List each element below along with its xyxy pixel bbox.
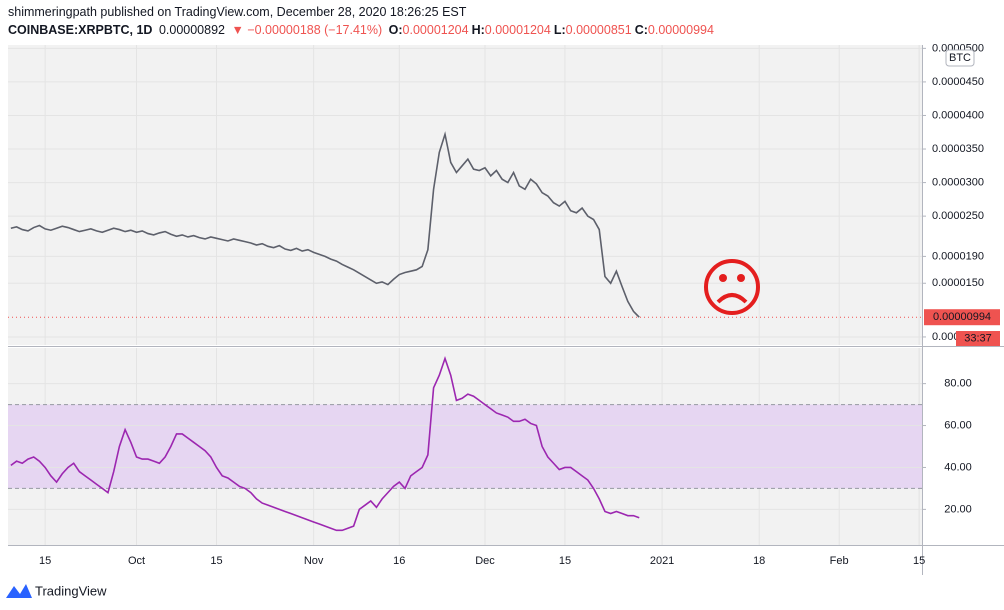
publisher-line: shimmeringpath published on TradingView.… xyxy=(8,5,469,19)
ohlc-label: L: xyxy=(553,23,566,37)
countdown-badge xyxy=(956,331,1000,346)
last-price-badge xyxy=(924,309,1000,326)
x-tick-label: 2021 xyxy=(650,555,674,567)
rsi-band xyxy=(8,404,922,489)
y-tick-label: 0.0000300 xyxy=(932,176,984,188)
ohlc-value: 0.00000851 xyxy=(565,23,632,37)
x-tick-label: 15 xyxy=(559,555,571,567)
y-tick-label: 0.0000190 xyxy=(932,250,984,262)
symbol: COINBASE:XRPBTC, 1D xyxy=(8,23,153,37)
y-tick-label: 40.00 xyxy=(944,461,972,473)
ohlc-value: 0.00001204 xyxy=(402,23,469,37)
change: ▼ −0.00000188 (−17.41%) xyxy=(231,23,383,37)
x-tick-label: Oct xyxy=(128,555,145,567)
footer-brand: TradingView xyxy=(35,583,107,598)
x-tick-label: 18 xyxy=(753,555,765,567)
ohlc-label: C: xyxy=(634,23,648,37)
series-line xyxy=(10,131,640,318)
countdown: 33:37 xyxy=(964,332,992,344)
frown xyxy=(716,293,748,304)
y-tick-label: 0.0000150 xyxy=(932,277,984,289)
ohlc-label: O: xyxy=(388,23,403,37)
y-tick-label: 60.00 xyxy=(944,419,972,431)
y-tick-label: 20.00 xyxy=(944,503,972,515)
ohlc-label: H: xyxy=(471,23,485,37)
y-tick-label: 0.0000450 xyxy=(932,76,984,88)
currency: BTC xyxy=(949,52,971,64)
y-tick-label: 0.0000350 xyxy=(932,143,984,155)
x-tick-label: 15 xyxy=(210,555,222,567)
y-tick-label: 0.0000250 xyxy=(932,210,984,222)
sad-face xyxy=(704,259,760,315)
ohlc-value: 0.00000994 xyxy=(647,23,714,37)
publisher: shimmeringpath published on TradingView.… xyxy=(8,5,467,19)
x-tick-label: Dec xyxy=(475,555,495,567)
x-tick-label: Nov xyxy=(304,555,324,567)
currency-badge xyxy=(945,49,975,67)
eye xyxy=(719,274,727,282)
face xyxy=(704,259,760,315)
x-tick-label: 16 xyxy=(393,555,405,567)
x-tick-label: Feb xyxy=(830,555,849,567)
last-price: 0.00000892 xyxy=(158,23,225,37)
symbol-line: COINBASE:XRPBTC, 1D 0.00000892 ▼ −0.0000… xyxy=(8,23,720,37)
logo: TradingView xyxy=(6,583,107,598)
axis: 15 Oct 15 Nov 16 Dec 15 2021 18 Feb 150.00005000.0… xyxy=(39,42,1000,567)
logo-mark xyxy=(6,584,32,598)
x-tick-label: 15 xyxy=(913,555,925,567)
ohlc-value: 0.00001204 xyxy=(484,23,551,37)
last-price-label: 0.00000994 xyxy=(933,311,991,323)
eye xyxy=(737,274,745,282)
series-line xyxy=(10,356,640,532)
ohlc: O:0.00001204 H:0.00001204 L:0.00000851 C:0.… xyxy=(389,23,717,37)
price-pane xyxy=(8,45,922,345)
y-tick-label: 0.0000400 xyxy=(932,109,984,121)
grid xyxy=(8,45,922,545)
x-tick-label: 15 xyxy=(39,555,51,567)
y-tick-label: 80.00 xyxy=(944,378,972,390)
marks xyxy=(8,131,922,532)
